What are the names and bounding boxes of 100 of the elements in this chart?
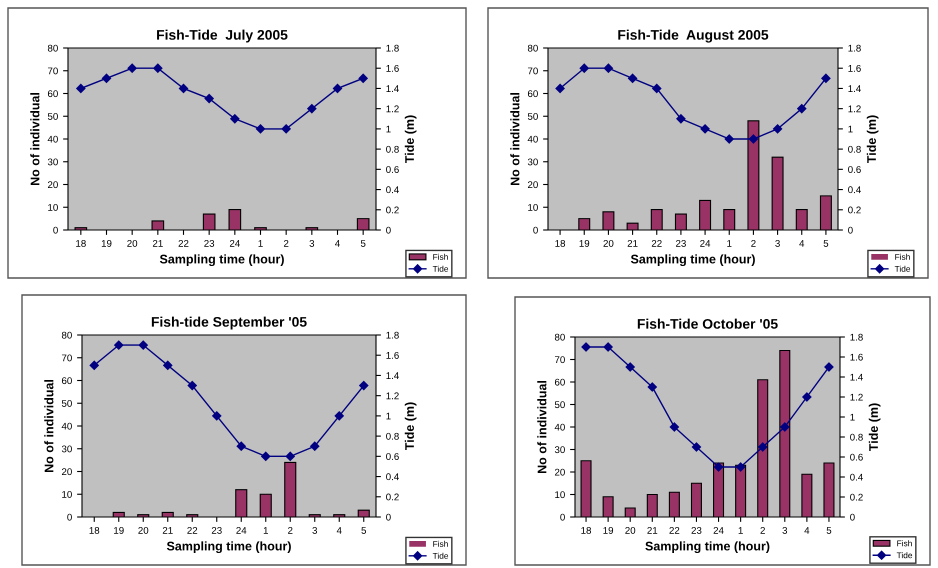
chart-title: Fish-Tide July 2005 [157, 30, 288, 43]
y2-tick-label: 0.8 [850, 434, 863, 441]
y-tick-label: 80 [528, 44, 538, 52]
x-tick-label: 19 [603, 526, 614, 534]
x-tick-label: 19 [114, 526, 124, 534]
y2-tick-label: 0.4 [386, 473, 399, 480]
x-tick-label: 20 [138, 526, 148, 534]
x-tick-label: 3 [782, 526, 788, 534]
point [286, 452, 295, 461]
x-axis-title: Sampling time (hour) [645, 541, 770, 554]
point [670, 422, 679, 432]
y2-tick-label: 0.2 [386, 206, 399, 214]
point [736, 462, 746, 472]
y-tick-label: 0 [53, 226, 58, 234]
y2-tick-label: 1.8 [386, 44, 399, 52]
y2-tick-label: 0 [386, 226, 391, 234]
x-tick-label: 1 [727, 240, 732, 247]
x-tick-label: 5 [360, 240, 366, 247]
y-tick-label: 50 [62, 400, 72, 407]
y-tick-label: 60 [554, 378, 565, 386]
y-tick-label: 70 [48, 67, 58, 74]
y2-tick-label: 1.8 [848, 44, 861, 52]
y2-tick-label: 0.6 [386, 166, 399, 173]
x-tick-label: 5 [361, 527, 366, 534]
y2-tick-label: 1 [386, 412, 391, 420]
y2-tick-label: 0.6 [848, 166, 861, 173]
point [626, 362, 635, 372]
point [581, 342, 591, 352]
point [758, 442, 768, 452]
point [359, 380, 368, 390]
y2-tick-label: 0.4 [386, 186, 399, 194]
x-tick-label: 1 [258, 240, 263, 247]
point [163, 360, 172, 370]
point [700, 124, 710, 134]
point [580, 64, 589, 73]
y2-tick-label: 0.2 [850, 494, 863, 501]
legend-label: Fish [433, 540, 448, 547]
y-tick-label: 80 [62, 332, 72, 339]
y2-axis-title: Tide (m) [404, 402, 416, 450]
point [604, 342, 613, 352]
x-tick-label: 19 [580, 240, 590, 247]
x-tick-label: 2 [751, 240, 756, 247]
x-tick-label: 23 [204, 240, 214, 247]
point [802, 392, 812, 402]
y2-tick-label: 1.2 [386, 105, 399, 112]
y-tick-label: 70 [62, 354, 72, 362]
x-tick-label: 20 [625, 526, 636, 534]
y-tick-label: 10 [528, 204, 538, 211]
y2-tick-label: 1.6 [848, 64, 861, 72]
y-tick-label: 0 [533, 226, 538, 234]
point [358, 74, 368, 83]
x-tick-label: 2 [284, 240, 288, 247]
x-tick-label: 3 [312, 526, 318, 534]
y-tick-label: 40 [48, 136, 58, 143]
x-tick-label: 21 [152, 240, 163, 247]
y-tick-label: 40 [528, 136, 538, 143]
x-tick-label: 20 [127, 240, 138, 247]
legend-label: Fish [895, 254, 910, 260]
chart-title: Fish-Tide October '05 [638, 318, 778, 329]
point [153, 64, 162, 73]
x-tick-label: 5 [826, 527, 832, 534]
y-tick-label: 40 [554, 424, 565, 431]
point [332, 84, 342, 94]
x-tick-label: 3 [310, 240, 314, 247]
y2-tick-label: 1.4 [850, 374, 863, 381]
y-tick-label: 80 [48, 44, 58, 52]
point [780, 422, 790, 432]
x-tick-label: 18 [581, 526, 592, 534]
point [102, 74, 112, 83]
point [236, 442, 246, 451]
y-tick-label: 50 [554, 401, 565, 408]
point [748, 134, 758, 144]
y2-tick-label: 0.8 [848, 146, 861, 153]
x-tick-label: 24 [700, 240, 710, 247]
point [76, 84, 86, 94]
y2-tick-label: 0.4 [848, 186, 861, 194]
x-tick-label: 4 [799, 240, 804, 247]
x-tick-label: 22 [178, 240, 188, 247]
x-tick-label: 3 [775, 240, 780, 247]
y2-tick-label: 1.6 [386, 352, 399, 359]
x-tick-label: 1 [264, 527, 268, 534]
y-tick-label: 50 [48, 112, 58, 120]
point [188, 380, 197, 390]
point [204, 94, 214, 104]
x-tick-label: 23 [692, 526, 702, 534]
x-tick-label: 4 [335, 240, 340, 247]
x-tick-label: 4 [804, 527, 810, 534]
point [261, 452, 270, 461]
chart-title: Fish-Tide August 2005 [618, 30, 768, 43]
legend-label: Fish [897, 540, 912, 546]
y-tick-label: 20 [554, 468, 565, 476]
y2-tick-label: 0.8 [386, 432, 399, 440]
y-axis-title: No of individual [30, 93, 40, 186]
y2-axis-title: Tide (m) [866, 115, 878, 164]
y2-tick-label: 1.2 [850, 394, 863, 401]
y-tick-label: 60 [528, 90, 538, 98]
y-tick-label: 20 [62, 468, 72, 476]
point [90, 360, 99, 370]
x-tick-label: 5 [824, 240, 828, 247]
y-tick-label: 30 [554, 446, 565, 454]
